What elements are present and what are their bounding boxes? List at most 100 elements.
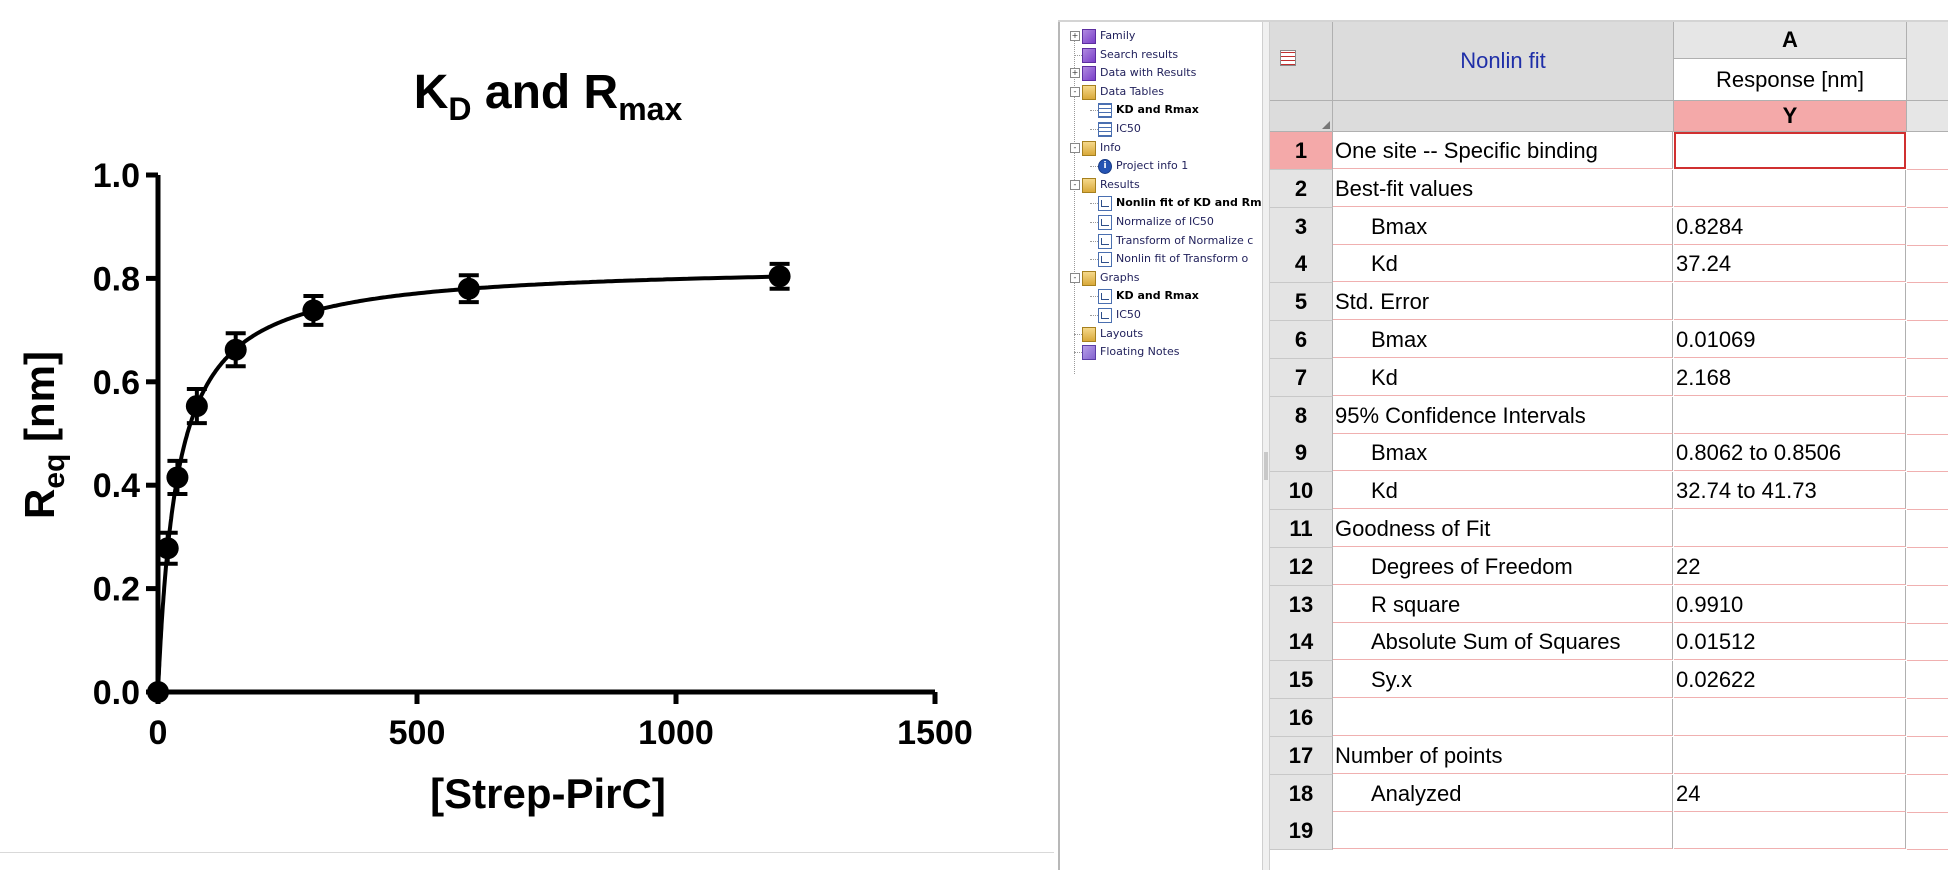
row-number[interactable]: 2 xyxy=(1270,169,1333,208)
column-b-cell[interactable] xyxy=(1907,283,1948,322)
row-label-cell[interactable]: Analyzed xyxy=(1333,774,1673,812)
nav-item[interactable]: Transform of Normalize c xyxy=(1060,232,1262,250)
row-label-cell[interactable]: Degrees of Freedom xyxy=(1333,547,1673,585)
value-cell[interactable]: 2.168 xyxy=(1674,358,1906,396)
nav-item[interactable]: + Data with Results xyxy=(1060,64,1262,82)
row-label-cell[interactable]: Bmax xyxy=(1333,321,1673,358)
nav-item[interactable]: Nonlin fit of KD and Rm xyxy=(1060,194,1262,212)
row-label-cell[interactable]: Bmax xyxy=(1333,434,1673,472)
column-b-cell[interactable] xyxy=(1907,812,1948,851)
value-cell[interactable]: 0.9910 xyxy=(1674,585,1906,623)
row-number[interactable]: 19 xyxy=(1270,812,1333,851)
column-b-cell[interactable] xyxy=(1907,775,1948,813)
subcolumn-y-header[interactable]: Y xyxy=(1674,101,1907,132)
row-label-cell[interactable]: Std. Error xyxy=(1333,283,1673,321)
column-b-header[interactable] xyxy=(1907,22,1948,101)
value-cell[interactable] xyxy=(1674,812,1906,850)
column-b-cell[interactable] xyxy=(1907,321,1948,359)
row-number[interactable]: 7 xyxy=(1270,358,1333,397)
nav-item[interactable]: IC50 xyxy=(1060,120,1262,138)
nav-item[interactable]: - Info xyxy=(1060,139,1262,157)
value-cell[interactable]: 0.8284 xyxy=(1674,207,1906,245)
value-cell[interactable] xyxy=(1674,510,1906,547)
column-b-cell[interactable] xyxy=(1907,434,1948,473)
row-number[interactable]: 12 xyxy=(1270,547,1333,586)
nav-item[interactable]: i Project info 1 xyxy=(1060,157,1262,175)
column-b-cell[interactable] xyxy=(1907,245,1948,284)
collapse-icon[interactable]: - xyxy=(1070,272,1080,283)
expand-icon[interactable]: + xyxy=(1070,68,1080,79)
column-b-cell[interactable] xyxy=(1907,397,1948,435)
nav-item[interactable]: Search results xyxy=(1060,46,1262,64)
row-label-cell[interactable]: Absolute Sum of Squares xyxy=(1333,623,1673,661)
value-cell[interactable]: 0.01512 xyxy=(1674,623,1906,661)
row-label-cell[interactable]: Kd xyxy=(1333,245,1673,283)
row-number[interactable]: 13 xyxy=(1270,585,1333,624)
row-label-cell[interactable]: Kd xyxy=(1333,358,1673,396)
row-number[interactable]: 15 xyxy=(1270,661,1333,700)
nav-item[interactable]: Normalize of IC50 xyxy=(1060,213,1262,231)
row-number[interactable]: 9 xyxy=(1270,434,1333,473)
row-label-cell[interactable]: R square xyxy=(1333,585,1673,623)
column-b-cell[interactable] xyxy=(1907,661,1948,700)
column-b-cell[interactable] xyxy=(1907,208,1948,246)
row-label-cell[interactable]: Bmax xyxy=(1333,207,1673,245)
value-cell[interactable] xyxy=(1674,283,1906,321)
nav-item[interactable]: + Family xyxy=(1060,27,1262,45)
row-label-cell[interactable]: One site -- Specific binding xyxy=(1333,132,1673,169)
value-cell[interactable] xyxy=(1674,132,1906,169)
row-label-cell[interactable]: Number of points xyxy=(1333,736,1673,774)
column-b-subheader[interactable] xyxy=(1907,101,1948,132)
nav-item[interactable]: Floating Notes xyxy=(1060,343,1262,361)
column-a-title[interactable]: Response [nm] xyxy=(1674,59,1907,101)
nav-item[interactable]: - Data Tables xyxy=(1060,83,1262,101)
column-b-cell[interactable] xyxy=(1907,510,1948,548)
row-number[interactable]: 16 xyxy=(1270,699,1333,737)
row-label-cell[interactable]: Best-fit values xyxy=(1333,169,1673,207)
column-b-cell[interactable] xyxy=(1907,472,1948,511)
nav-item[interactable]: KD and Rmax xyxy=(1060,101,1262,119)
nav-item[interactable]: KD and Rmax xyxy=(1060,287,1262,305)
value-cell[interactable]: 22 xyxy=(1674,547,1906,585)
splitter-grip[interactable] xyxy=(1264,452,1268,480)
row-number[interactable]: 11 xyxy=(1270,510,1333,548)
nav-item[interactable]: IC50 xyxy=(1060,306,1262,324)
column-b-cell[interactable] xyxy=(1907,699,1948,737)
row-label-cell[interactable] xyxy=(1333,812,1673,850)
column-b-cell[interactable] xyxy=(1907,737,1948,775)
nav-item[interactable]: - Results xyxy=(1060,176,1262,194)
value-cell[interactable]: 0.8062 to 0.8506 xyxy=(1674,434,1906,472)
sheet-corner-cell[interactable] xyxy=(1270,22,1333,101)
results-table-icon[interactable] xyxy=(1280,50,1296,66)
sheet-title[interactable]: Nonlin fit xyxy=(1333,22,1674,101)
value-cell[interactable]: 0.02622 xyxy=(1674,661,1906,699)
row-number[interactable]: 6 xyxy=(1270,321,1333,359)
pane-splitter[interactable] xyxy=(1262,22,1270,870)
collapse-icon[interactable]: - xyxy=(1070,86,1080,97)
row-number[interactable]: 1 xyxy=(1270,132,1333,170)
value-cell[interactable]: 24 xyxy=(1674,774,1906,812)
row-number[interactable]: 8 xyxy=(1270,396,1333,435)
column-b-cell[interactable] xyxy=(1907,359,1948,397)
column-a-header[interactable]: A xyxy=(1674,22,1907,59)
row-number[interactable]: 4 xyxy=(1270,245,1333,284)
column-b-cell[interactable] xyxy=(1907,623,1948,662)
row-label-cell[interactable]: Goodness of Fit xyxy=(1333,510,1673,547)
value-cell[interactable] xyxy=(1674,736,1906,774)
row-number[interactable]: 3 xyxy=(1270,207,1333,246)
row-number[interactable]: 18 xyxy=(1270,774,1333,813)
value-cell[interactable]: 0.01069 xyxy=(1674,321,1906,358)
value-cell[interactable]: 37.24 xyxy=(1674,245,1906,283)
nav-item[interactable]: - Graphs xyxy=(1060,269,1262,287)
collapse-icon[interactable]: - xyxy=(1070,142,1080,153)
expand-icon[interactable]: + xyxy=(1070,31,1080,41)
row-number[interactable]: 5 xyxy=(1270,283,1333,322)
column-b-cell[interactable] xyxy=(1907,132,1948,170)
nav-item[interactable]: Nonlin fit of Transform o xyxy=(1060,250,1262,268)
row-label-cell[interactable] xyxy=(1333,699,1673,736)
value-cell[interactable] xyxy=(1674,169,1906,207)
value-cell[interactable] xyxy=(1674,699,1906,736)
row-label-cell[interactable]: 95% Confidence Intervals xyxy=(1333,396,1673,434)
column-b-cell[interactable] xyxy=(1907,548,1948,586)
collapse-icon[interactable]: - xyxy=(1070,179,1080,190)
